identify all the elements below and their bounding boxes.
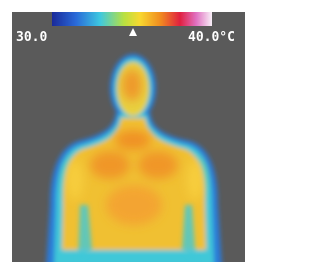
thermal-image: 30.0 40.0°C [0, 0, 253, 270]
min-label: 30.0 [16, 30, 47, 45]
page: {"scale": {"min_label": "30.0", "max_lab… [0, 0, 253, 270]
color-bar [52, 12, 212, 26]
max-label: 40.0°C [188, 30, 235, 45]
